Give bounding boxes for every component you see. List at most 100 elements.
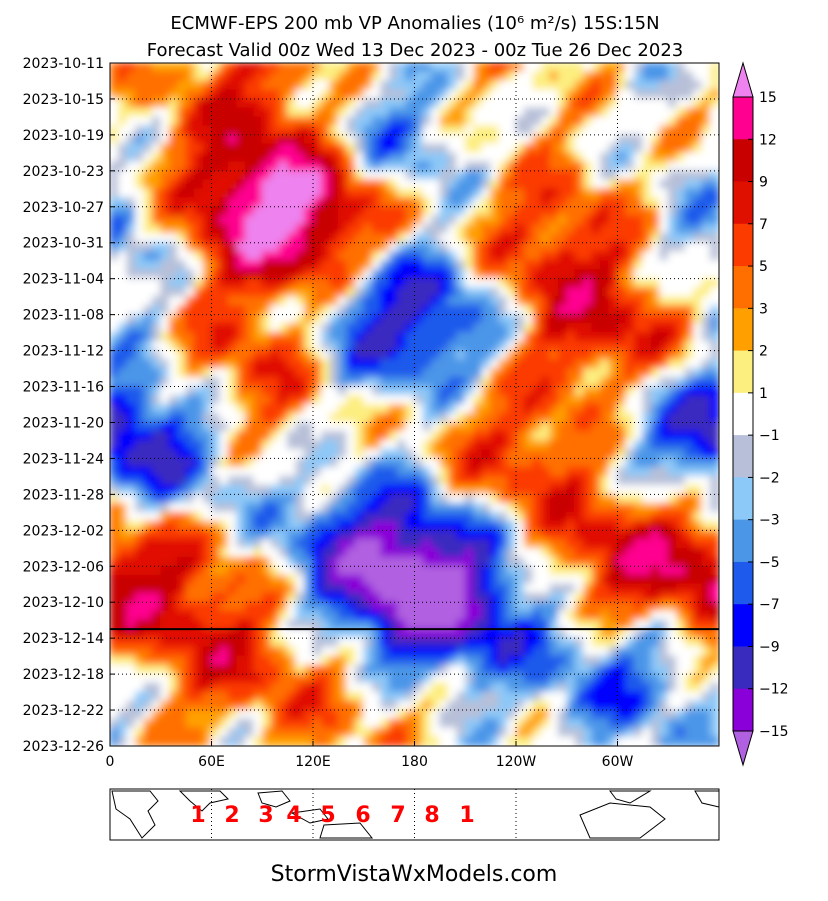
heat-cell: [515, 98, 525, 109]
heat-cell: [515, 592, 525, 603]
heat-cell: [642, 457, 652, 468]
heat-cell: [667, 152, 678, 163]
heat-cell: [710, 520, 719, 531]
heat-cell: [667, 493, 678, 504]
heat-cell: [388, 143, 399, 154]
heat-cell: [363, 287, 373, 298]
heat-cell: [329, 170, 339, 181]
heat-cell: [202, 538, 212, 549]
heat-cell: [287, 637, 297, 648]
heat-cell: [295, 439, 306, 450]
heat-cell: [236, 197, 246, 208]
heat-cell: [557, 368, 568, 379]
heat-cell: [168, 475, 179, 486]
heat-cell: [642, 251, 652, 262]
heat-cell: [227, 682, 238, 693]
heat-cell: [481, 377, 492, 388]
heat-cell: [515, 143, 525, 154]
heat-cell: [659, 143, 669, 154]
heat-cell: [422, 170, 432, 181]
heat-cell: [151, 628, 162, 639]
heat-cell: [194, 71, 204, 82]
heat-cell: [591, 332, 602, 343]
heat-cell: [532, 628, 542, 639]
heat-cell: [557, 592, 568, 603]
heat-cell: [177, 646, 187, 657]
heat-cell: [117, 260, 128, 271]
heat-cell: [439, 63, 449, 73]
heat-cell: [498, 63, 509, 73]
heat-cell: [633, 610, 644, 621]
heat-cell: [278, 134, 289, 145]
heat-cell: [117, 457, 128, 468]
heat-cell: [583, 341, 593, 352]
heat-cell: [388, 395, 399, 405]
heat-cell: [498, 278, 509, 289]
heat-cell: [701, 125, 712, 136]
heat-cell: [295, 323, 306, 334]
heat-cell: [227, 116, 238, 127]
heat-cell: [405, 89, 415, 100]
heat-cell: [642, 206, 652, 217]
heat-cell: [414, 395, 424, 405]
heat-cell: [642, 125, 652, 136]
heat-cell: [498, 224, 509, 235]
heat-cell: [633, 386, 644, 397]
heat-cell: [354, 475, 365, 486]
heat-cell: [329, 233, 339, 244]
heat-cell: [397, 63, 407, 73]
heat-cell: [126, 664, 136, 675]
heat-cell: [371, 565, 382, 576]
heat-cell: [219, 520, 229, 531]
heat-cell: [557, 224, 568, 235]
heat-cell: [515, 161, 525, 172]
heat-cell: [693, 395, 703, 405]
heat-cell: [684, 179, 695, 190]
heat-cell: [202, 251, 212, 262]
heat-cell: [701, 98, 712, 109]
heat-cell: [633, 547, 644, 558]
heat-cell: [414, 98, 424, 109]
heat-cell: [329, 430, 339, 441]
heat-cell: [270, 421, 280, 432]
heat-cell: [523, 161, 534, 172]
heat-cell: [278, 377, 289, 388]
heat-cell: [312, 323, 322, 334]
heat-cell: [202, 242, 212, 253]
heat-cell: [117, 439, 128, 450]
heat-cell: [684, 206, 695, 217]
heat-cell: [219, 251, 229, 262]
heat-cell: [287, 125, 297, 136]
heat-cell: [160, 404, 170, 414]
heat-cell: [473, 574, 483, 585]
heat-cell: [202, 664, 212, 675]
heat-cell: [219, 152, 229, 163]
heat-cell: [219, 143, 229, 154]
heat-cell: [134, 448, 145, 459]
heat-cell: [160, 215, 170, 226]
heat-cell: [693, 430, 703, 441]
heat-cell: [287, 269, 297, 280]
heat-cell: [160, 574, 170, 585]
heat-cell: [456, 601, 466, 612]
heat-cell: [557, 188, 568, 199]
heat-cell: [278, 646, 289, 657]
heat-cell: [523, 511, 534, 522]
heat-cell: [329, 71, 339, 82]
heat-cell: [371, 520, 382, 531]
heat-cell: [329, 368, 339, 379]
heat-cell: [557, 332, 568, 343]
heat-cell: [278, 520, 289, 531]
heat-cell: [583, 637, 593, 648]
heat-cell: [464, 260, 475, 271]
heat-cell: [397, 475, 407, 486]
heat-cell: [397, 341, 407, 352]
heat-cell: [346, 71, 356, 82]
heat-cell: [346, 601, 356, 612]
heat-cell: [464, 637, 475, 648]
heat-cell: [608, 260, 618, 271]
heat-cell: [329, 682, 339, 693]
heat-cell: [473, 439, 483, 450]
heat-cell: [566, 502, 576, 513]
heat-cell: [464, 197, 475, 208]
